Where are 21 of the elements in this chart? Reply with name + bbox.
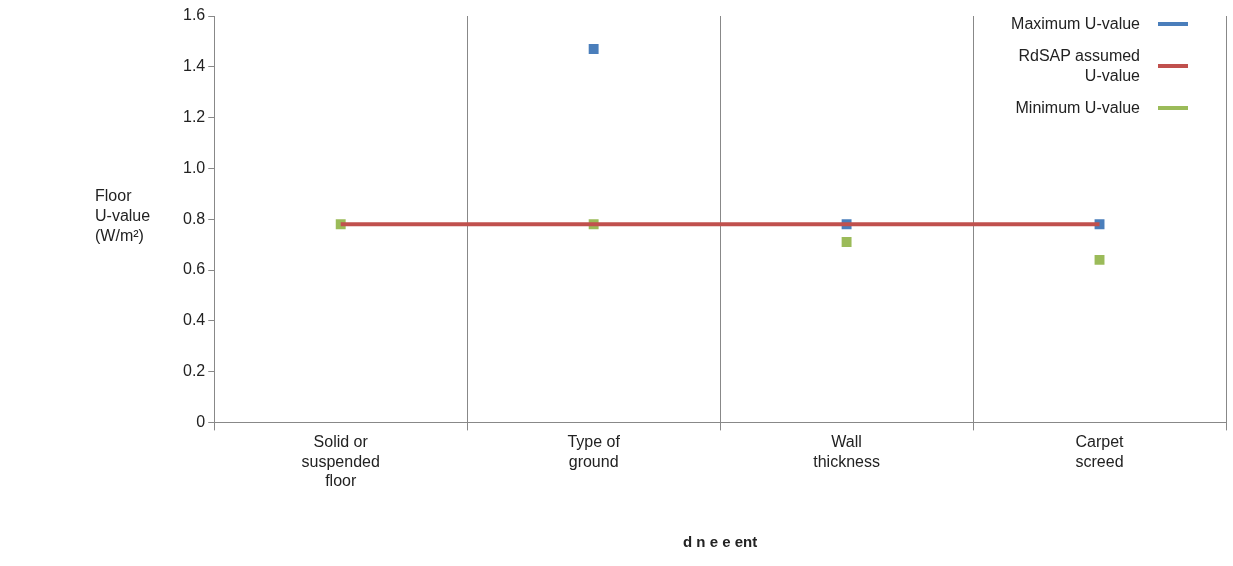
y-tick-label: 1.4 — [182, 57, 206, 75]
x-tick-label: Carpet screed — [1075, 433, 1125, 470]
point — [841, 237, 852, 248]
legend-label: Maximum U-value — [1011, 14, 1140, 34]
y-tick-label: 1.2 — [182, 108, 206, 126]
y-tick-label: 0.4 — [182, 311, 206, 329]
legend-label: Minimum U-value — [1015, 98, 1140, 118]
y-tick-label: 0 — [196, 412, 206, 430]
x-tick-label: Type of ground — [567, 433, 621, 470]
point — [1094, 254, 1105, 265]
y-tick-label: 0.6 — [182, 260, 206, 278]
y-axis-title: Floor U-value (W/m²) — [95, 186, 151, 246]
y-tick-label: 0.8 — [182, 209, 206, 227]
y-tick-label: 1.0 — [182, 158, 206, 176]
legend-label: RdSAP assumed U-value — [1017, 46, 1140, 86]
y-tick-label: 1.6 — [182, 6, 206, 24]
x-tick-label: Wall thickness — [813, 433, 880, 470]
point — [588, 44, 599, 54]
x-axis-title: d n e e ent — [683, 533, 758, 551]
x-tick-label: Solid or suspended floor — [301, 433, 380, 489]
y-tick-label: 0.2 — [182, 362, 206, 380]
